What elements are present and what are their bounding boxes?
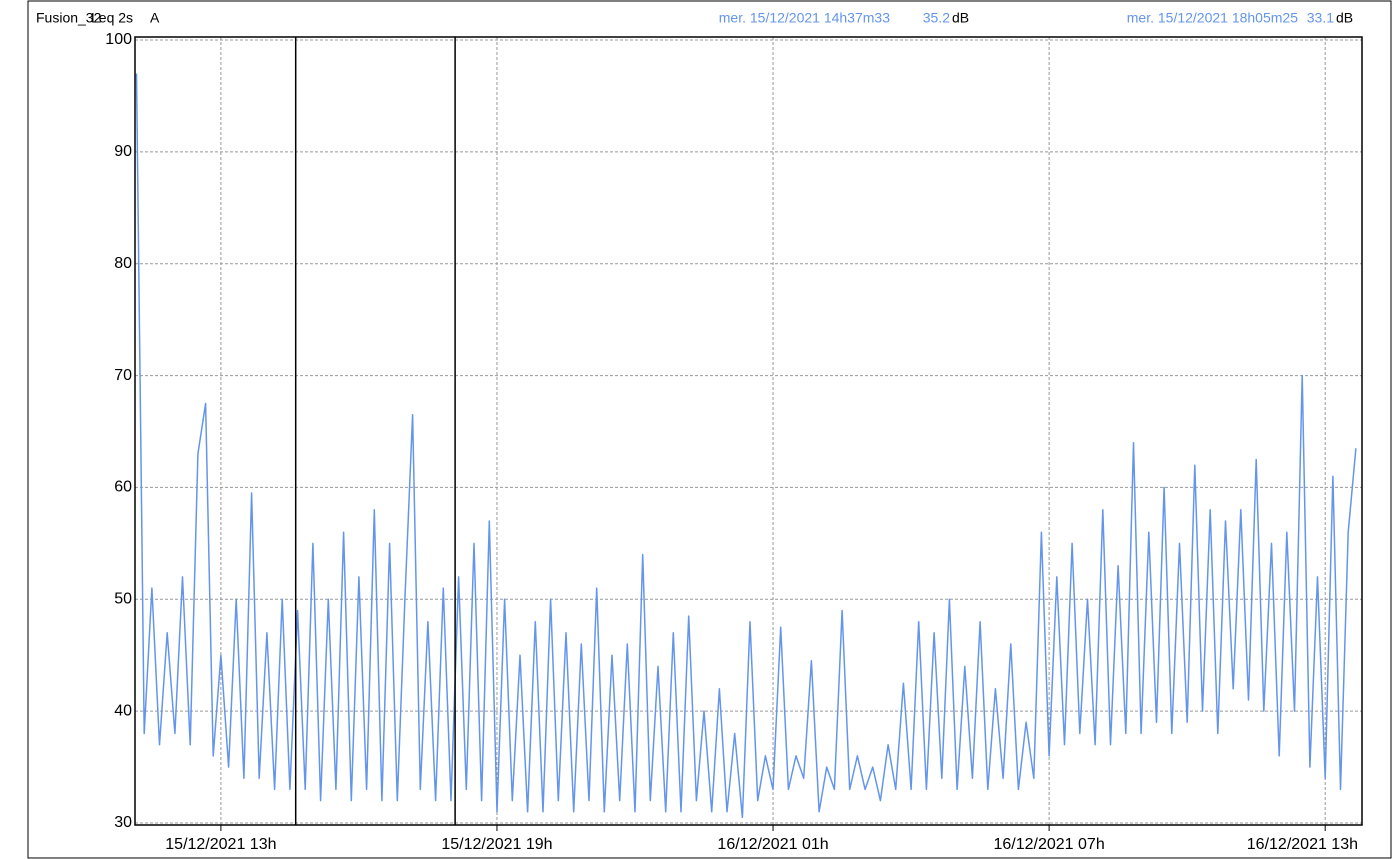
weighting: A [150,10,160,26]
y-tick-label: 90 [114,143,132,160]
y-tick-label: 80 [114,255,132,272]
x-tick-label: 15/12/2021 13h [165,836,276,853]
cursor-unit: dB [952,10,969,26]
x-tick-label: 16/12/2021 13h [1247,836,1358,853]
y-tick-label: 50 [114,591,132,608]
cursor-value: 35.2 [923,10,950,26]
x-tick-label: 16/12/2021 07h [994,836,1105,853]
x-tick-label: 16/12/2021 01h [717,836,828,853]
cursor-value: 33.1 [1307,10,1334,26]
series-line [135,73,1357,819]
instrument-name: Fusion_32 [36,10,102,26]
y-tick-label: 60 [114,479,132,496]
y-tick-label: 40 [114,702,132,719]
y-tick-label: 70 [114,367,132,384]
outer-frame [27,0,1392,859]
y-tick-label: 30 [114,814,132,831]
plot-frame [134,36,1363,826]
cursor-label: mer. 15/12/2021 18h05m25 [1127,10,1298,26]
measure-name: Leq 2s [91,10,133,26]
x-tick-label: 15/12/2021 19h [441,836,552,853]
cursor-info: mer. 15/12/2021 14h37m33 35.2 dB mer. 15/12… [719,10,1353,26]
cursor-unit: dB [1336,10,1353,26]
cursor-label: mer. 15/12/2021 14h37m33 [719,10,890,26]
y-tick-label: 100 [105,31,132,48]
